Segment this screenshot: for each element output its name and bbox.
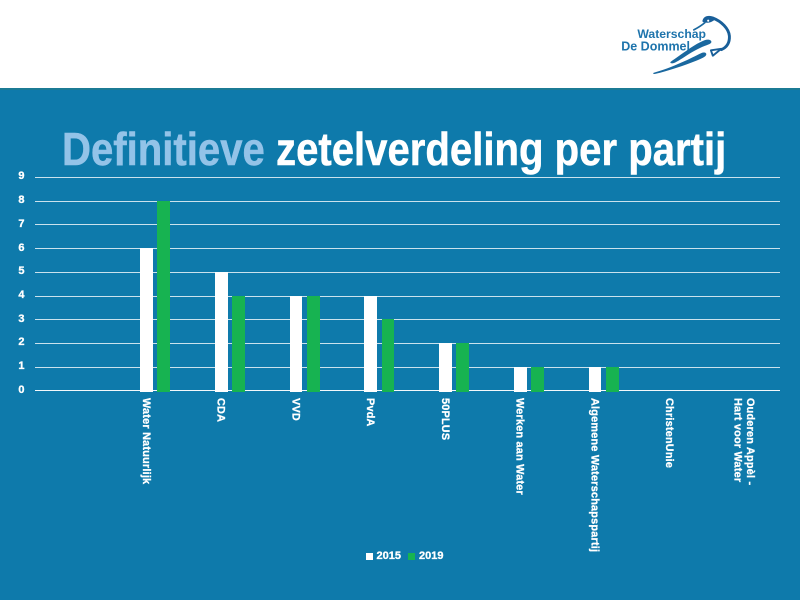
svg-text:De Dommel: De Dommel	[621, 40, 690, 54]
svg-text:Waterschap: Waterschap	[637, 27, 706, 41]
